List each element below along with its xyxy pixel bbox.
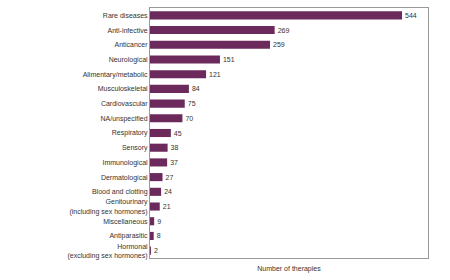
svg-text:2: 2: [154, 247, 158, 254]
svg-text:Miscellaneous: Miscellaneous: [103, 218, 148, 225]
svg-text:8: 8: [157, 232, 161, 239]
svg-text:121: 121: [209, 71, 221, 78]
svg-text:Cardiovascular: Cardiovascular: [101, 100, 148, 107]
svg-text:Dermatological: Dermatological: [101, 174, 148, 182]
svg-text:21: 21: [163, 203, 171, 210]
svg-text:Rare diseases: Rare diseases: [103, 12, 148, 19]
svg-text:Blood and clotting: Blood and clotting: [92, 188, 148, 196]
svg-text:Number of therapies: Number of therapies: [257, 265, 321, 273]
svg-text:Neurological: Neurological: [109, 56, 148, 64]
svg-text:269: 269: [278, 27, 290, 34]
svg-text:38: 38: [171, 144, 179, 151]
svg-text:Genitourinary(including sex ho: Genitourinary(including sex hormones): [69, 198, 148, 215]
svg-text:45: 45: [174, 130, 182, 137]
svg-text:Alimentary/metabolic: Alimentary/metabolic: [83, 71, 148, 79]
svg-text:Anticancer: Anticancer: [115, 41, 149, 48]
svg-text:Antiparasitic: Antiparasitic: [109, 232, 148, 240]
svg-text:70: 70: [185, 115, 193, 122]
svg-text:NA/unspecified: NA/unspecified: [101, 115, 148, 123]
svg-text:Respiratory: Respiratory: [112, 129, 148, 137]
svg-text:151: 151: [223, 56, 235, 63]
svg-text:75: 75: [188, 100, 196, 107]
svg-text:259: 259: [273, 41, 285, 48]
svg-text:Sensory: Sensory: [122, 144, 148, 152]
svg-text:27: 27: [166, 174, 174, 181]
svg-text:24: 24: [164, 188, 172, 195]
svg-text:Immunological: Immunological: [102, 159, 148, 167]
svg-text:Anti-infective: Anti-infective: [108, 27, 148, 34]
svg-text:37: 37: [170, 159, 178, 166]
svg-text:544: 544: [405, 12, 417, 19]
svg-text:9: 9: [157, 218, 161, 225]
svg-text:84: 84: [192, 85, 200, 92]
svg-text:Musculoskeletal: Musculoskeletal: [98, 85, 148, 92]
svg-text:Hormonal(excluding sex hormone: Hormonal(excluding sex hormones): [67, 243, 148, 260]
